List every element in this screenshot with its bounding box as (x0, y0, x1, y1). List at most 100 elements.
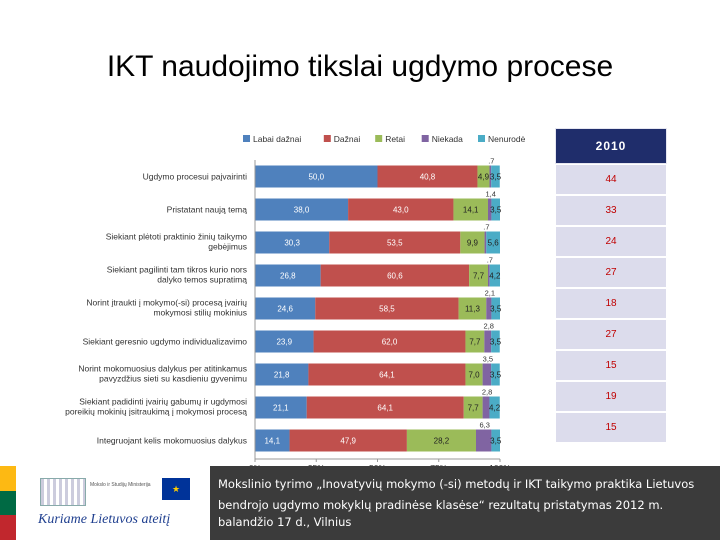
footer-line-2: bendrojo ugdymo mokyklų pradinėse klasės… (218, 498, 664, 512)
footer-band (210, 466, 720, 540)
legend-label: Nenurodė (488, 134, 526, 144)
footer-line-1: Mokslinio tyrimo „Inovatyvių mokymo (-si… (218, 477, 695, 491)
bar-segment (460, 231, 485, 254)
data-label: 53,5 (387, 239, 403, 248)
data-label: 21,1 (273, 404, 289, 413)
data-label: 2,8 (484, 322, 494, 331)
data-label: 3,5 (490, 338, 502, 347)
data-label: 64,1 (379, 371, 395, 380)
bar-segment (255, 264, 321, 287)
data-label: 6,3 (479, 421, 489, 430)
bar-segment (491, 198, 500, 221)
data-label: 21,8 (274, 371, 290, 380)
data-label: 50,0 (308, 173, 324, 182)
data-label: 62,0 (382, 338, 398, 347)
bar-segment (477, 165, 490, 188)
data-label: 4,2 (489, 404, 501, 413)
data-label: 60,6 (387, 272, 403, 281)
data-label: 1,4 (485, 190, 495, 199)
bar-segment (315, 297, 459, 320)
slogan: Kuriame Lietuvos ateitį (38, 512, 171, 527)
data-label: 47,9 (340, 437, 356, 446)
bar-segment (453, 198, 488, 221)
data-label: 30,3 (284, 239, 300, 248)
data-label: 14,1 (264, 437, 280, 446)
bar-segment (489, 165, 492, 188)
data-label: 24,6 (277, 305, 293, 314)
ministry-logo (40, 478, 86, 506)
bar-segment (482, 363, 492, 386)
category-label: Siekiant plėtoti praktinio žinių taikymo (106, 232, 248, 242)
category-label: Pristatant naują temą (167, 205, 248, 215)
bar-segment (377, 165, 478, 188)
bar-segment (463, 396, 483, 419)
data-label: 43,0 (393, 206, 409, 215)
category-label: Siekiant padidinti įvairių gabumų ir ugd… (79, 397, 247, 407)
category-label: Ugdymo procesui paįvairinti (143, 172, 248, 182)
data-label: 64,1 (377, 404, 393, 413)
category-label: Integruojant kelis mokomuosius dalykus (97, 436, 247, 446)
category-label: pavyzdžius sieti su kasdieniu gyvenimu (99, 374, 247, 384)
side-table-cell: 27 (555, 319, 667, 350)
bar-segment (469, 264, 488, 287)
legend-label: Retai (385, 134, 405, 144)
bar-segment (255, 363, 309, 386)
data-label: 4,9 (478, 173, 490, 182)
category-label: Norint mokomuosius dalykus per atitinkam… (78, 364, 247, 374)
legend-swatch (375, 135, 383, 142)
data-label: 40,8 (420, 173, 436, 182)
legend-label: Dažnai (334, 134, 361, 144)
bar-segment (458, 297, 487, 320)
data-label: 3,5 (490, 437, 502, 446)
data-label: 2,8 (482, 388, 492, 397)
bar-segment (484, 330, 492, 353)
side-table-cell: 19 (555, 381, 667, 412)
bar-segment (255, 231, 330, 254)
data-label: .7 (487, 256, 493, 265)
data-label: 3,5 (490, 206, 502, 215)
bar-segment (255, 330, 314, 353)
eu-flag-icon: ★ (162, 478, 190, 500)
bar-segment (491, 429, 500, 452)
category-label: dalyko temos supratimą (157, 275, 247, 285)
data-label: 38,0 (294, 206, 310, 215)
data-label: 14,1 (463, 206, 479, 215)
data-label: 58,5 (379, 305, 395, 314)
data-label: .7 (488, 157, 494, 166)
side-table-cell: 27 (555, 257, 667, 288)
bar-segment (308, 363, 466, 386)
bar-segment (486, 297, 492, 320)
category-label: Siekiant geresnio ugdymo individualizavi… (83, 337, 248, 347)
slide-title: IKT naudojimo tikslai ugdymo procese (106, 50, 614, 83)
category-label: poreikių mokinių įsitraukimą į mokymosi … (65, 407, 247, 417)
bar-segment (255, 429, 290, 452)
bar-segment (255, 297, 316, 320)
data-label: .7 (483, 223, 489, 232)
bar-segment (289, 429, 407, 452)
legend-swatch (243, 135, 250, 142)
lithuanian-flag-strip (0, 466, 16, 540)
footer-citation: Mokslinio tyrimo „Inovatyvių mokymo (-si… (218, 476, 708, 531)
data-label: 7,7 (469, 338, 481, 347)
data-label: 7,7 (468, 404, 480, 413)
footer: Mokslo ir Studijų Ministerija ★ Kuriame … (0, 466, 720, 540)
bar-segment (486, 231, 500, 254)
data-label: 26,8 (280, 272, 296, 281)
side-table-cell: 18 (555, 288, 667, 319)
bar-segment (255, 396, 307, 419)
bar-segment (491, 330, 500, 353)
data-label: 7,7 (473, 272, 485, 281)
logo-area: Mokslo ir Studijų Ministerija ★ Kuriame … (24, 472, 194, 534)
bar-segment (406, 429, 476, 452)
bar-segment (491, 297, 500, 320)
data-label: 2,1 (485, 289, 495, 298)
legend-swatch (323, 135, 331, 142)
data-label: 3,5 (490, 305, 502, 314)
data-label: 3,5 (483, 355, 493, 364)
bar-segment (255, 165, 378, 188)
legend-swatch (421, 135, 429, 142)
bar-segment (487, 264, 490, 287)
legend-label: Niekada (432, 134, 463, 144)
data-label: 5,6 (488, 239, 500, 248)
ministry-logo-text: Mokslo ir Studijų Ministerija (90, 482, 151, 488)
